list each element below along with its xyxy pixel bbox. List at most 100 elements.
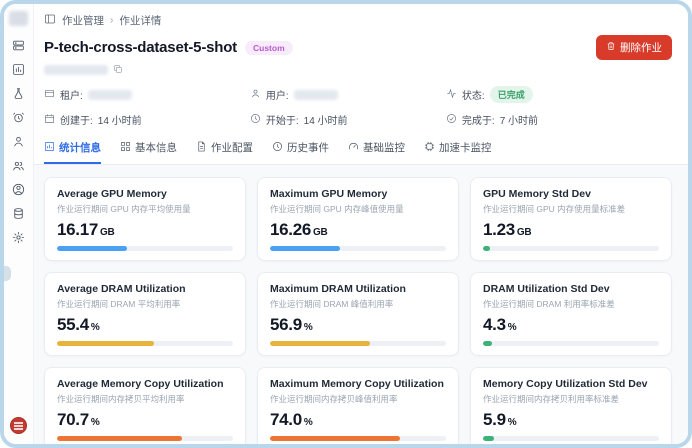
card-value: 56.9% (270, 315, 313, 335)
tab-statistics[interactable]: 统计信息 (44, 140, 101, 164)
progress-track (57, 246, 233, 251)
status-label: 状态: (461, 91, 485, 102)
copy-icon[interactable] (113, 61, 123, 79)
completed-label: 完成于: (461, 116, 495, 127)
sidebar-item-team[interactable] (12, 161, 26, 175)
stat-card-avg-gpu-memory: Average GPU Memory 作业运行期间 GPU 内存平均使用量 16… (44, 177, 246, 261)
progress-fill (483, 246, 491, 251)
progress-track (270, 341, 446, 346)
sidebar-item-accounts[interactable] (12, 183, 26, 199)
activity-icon (446, 88, 457, 102)
gauge-icon (348, 141, 359, 155)
card-value: 74.0% (270, 410, 313, 430)
server-icon (12, 39, 25, 57)
sidebar-item-settings[interactable] (12, 231, 26, 247)
tab-label: 加速卡监控 (439, 142, 492, 154)
value-number: 16.17 (57, 220, 99, 239)
card-title: Maximum Memory Copy Utilization (270, 378, 444, 390)
value-number: 4.3 (483, 315, 506, 334)
panel-collapse-handle[interactable] (4, 266, 11, 281)
page-title: P-tech-cross-dataset-5-shot (44, 39, 237, 56)
created-value: 14 小时前 (97, 116, 142, 127)
sidebar-item-storage[interactable] (12, 207, 26, 225)
card-value: 16.17 GB (57, 220, 115, 240)
meta-completed: 完成于: 7 小时前 (446, 112, 642, 127)
trash-icon (606, 41, 616, 54)
completed-value: 7 小时前 (499, 116, 539, 127)
card-value: 70.7% (57, 410, 100, 430)
tab-accelerator-monitoring[interactable]: 加速卡监控 (424, 140, 492, 164)
card-title: Memory Copy Utilization Std Dev (483, 378, 648, 390)
chip-icon (424, 141, 435, 155)
stat-card-max-dram-utilization: Maximum DRAM Utilization 作业运行期间 DRAM 峰值利… (257, 272, 459, 356)
document-icon (196, 141, 207, 155)
sidebar-item-jobs[interactable] (12, 39, 26, 57)
meta-grid: 租户: 用户: 状态: 已完成 创建于: 14 小时前 (44, 86, 672, 127)
job-id-row (44, 64, 672, 76)
sidebar-item-metrics[interactable] (12, 63, 26, 81)
user-label: 用户: (265, 91, 289, 102)
card-value: 1.23 GB (483, 220, 532, 240)
meta-user: 用户: (250, 86, 446, 103)
tab-basic-monitoring[interactable]: 基础监控 (348, 140, 405, 164)
card-value: 16.26 GB (270, 220, 328, 240)
progress-fill (57, 436, 182, 441)
title-row: P-tech-cross-dataset-5-shot Custom 删除作业 (44, 35, 672, 60)
breadcrumb-section[interactable]: 作业管理 (62, 15, 104, 27)
card-value: 55.4% (57, 315, 100, 335)
card-subtitle: 作业运行期间 GPU 内存峰值使用量 (270, 204, 404, 214)
tab-history-events[interactable]: 历史事件 (272, 140, 329, 164)
card-subtitle: 作业运行期间内存拷贝利用率标准差 (483, 394, 620, 404)
database-icon (12, 207, 25, 225)
sidebar-item-schedules[interactable] (12, 111, 26, 129)
value-unit: % (90, 322, 100, 333)
sidebar-item-user[interactable] (12, 137, 26, 151)
stat-card-max-gpu-memory: Maximum GPU Memory 作业运行期间 GPU 内存峰值使用量 16… (257, 177, 459, 261)
sidebar-item-experiments[interactable] (12, 88, 26, 103)
value-number: 55.4 (57, 315, 89, 334)
chart-icon (12, 63, 25, 81)
value-unit: GB (100, 227, 115, 238)
meta-created: 创建于: 14 小时前 (44, 112, 250, 127)
card-subtitle: 作业运行期间 DRAM 平均利用率 (57, 299, 181, 309)
progress-fill (270, 341, 371, 346)
check-circle-icon (446, 113, 457, 127)
clock-icon (250, 113, 261, 127)
progress-track (57, 436, 233, 441)
calendar-icon (44, 113, 55, 127)
progress-track (270, 436, 446, 441)
value-number: 5.9 (483, 410, 506, 429)
tab-label: 基础监控 (363, 142, 405, 154)
users-icon (12, 159, 25, 177)
user-icon (12, 135, 25, 153)
started-label: 开始于: (265, 116, 299, 127)
status-badge: 已完成 (489, 86, 533, 103)
tab-job-config[interactable]: 作业配置 (196, 140, 253, 164)
started-value: 14 小时前 (303, 116, 348, 127)
progress-fill (483, 341, 492, 346)
card-subtitle: 作业运行期间 DRAM 峰值利用率 (270, 299, 394, 309)
value-unit: % (303, 417, 313, 428)
tab-basic-info[interactable]: 基本信息 (120, 140, 177, 164)
progress-fill (270, 246, 341, 251)
panel-icon (44, 13, 56, 28)
page-header: 作业管理 › 作业详情 P-tech-cross-dataset-5-shot … (34, 4, 688, 127)
card-title: DRAM Utilization Std Dev (483, 283, 610, 295)
created-label: 创建于: (60, 116, 93, 127)
card-title: Average GPU Memory (57, 188, 167, 200)
value-number: 16.26 (270, 220, 312, 239)
tab-label: 作业配置 (211, 142, 253, 154)
bar-chart-icon (44, 141, 55, 155)
progress-track (270, 246, 446, 251)
progress-track (483, 341, 659, 346)
stats-grid: Average GPU Memory 作业运行期间 GPU 内存平均使用量 16… (34, 165, 688, 444)
progress-fill (483, 436, 494, 441)
avatar[interactable] (10, 417, 27, 434)
value-unit: % (90, 417, 100, 428)
card-subtitle: 作业运行期间 GPU 内存使用量标准差 (483, 204, 626, 214)
breadcrumb-current: 作业详情 (119, 15, 162, 27)
value-number: 56.9 (270, 315, 302, 334)
alarm-icon (12, 111, 25, 129)
delete-job-button[interactable]: 删除作业 (596, 35, 672, 60)
redacted-tenant (87, 89, 132, 100)
